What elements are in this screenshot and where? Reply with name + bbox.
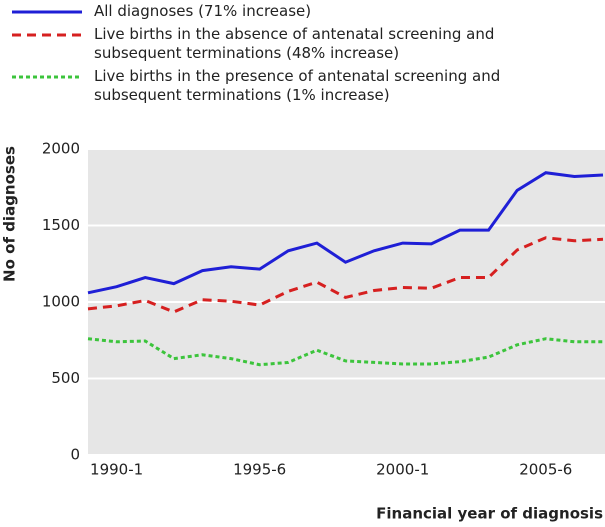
x-tick-label: 1995-6 <box>233 461 286 479</box>
legend-swatch <box>12 75 82 79</box>
series-line <box>87 236 604 314</box>
y-tick-label: 500 <box>51 369 80 387</box>
legend-entry: All diagnoses (71% increase) <box>10 2 600 21</box>
y-tick-label: 0 <box>70 446 80 464</box>
series-line <box>87 337 603 367</box>
series-line <box>87 171 604 295</box>
y-tick-label: 2000 <box>42 140 80 158</box>
legend: All diagnoses (71% increase) Live births … <box>10 2 600 109</box>
legend-entry: Live births in the presence of antenatal… <box>10 67 600 105</box>
y-axis-title: No of diagnoses <box>1 146 19 282</box>
legend-swatch <box>12 10 82 14</box>
legend-label: Live births in the absence of antenatal … <box>94 25 495 62</box>
legend-label: All diagnoses (71% increase) <box>94 2 312 20</box>
x-tick-label: 1990-1 <box>90 461 143 479</box>
legend-entry: Live births in the absence of antenatal … <box>10 25 600 63</box>
y-tick-label: 1000 <box>42 293 80 311</box>
legend-label: Live births in the presence of antenatal… <box>94 67 501 104</box>
x-tick-label: 2005-6 <box>519 461 572 479</box>
y-tick-label: 1500 <box>42 216 80 234</box>
x-tick-label: 2000-1 <box>376 461 429 479</box>
x-axis-title: Financial year of diagnosis <box>376 505 603 523</box>
legend-swatch <box>12 33 82 37</box>
